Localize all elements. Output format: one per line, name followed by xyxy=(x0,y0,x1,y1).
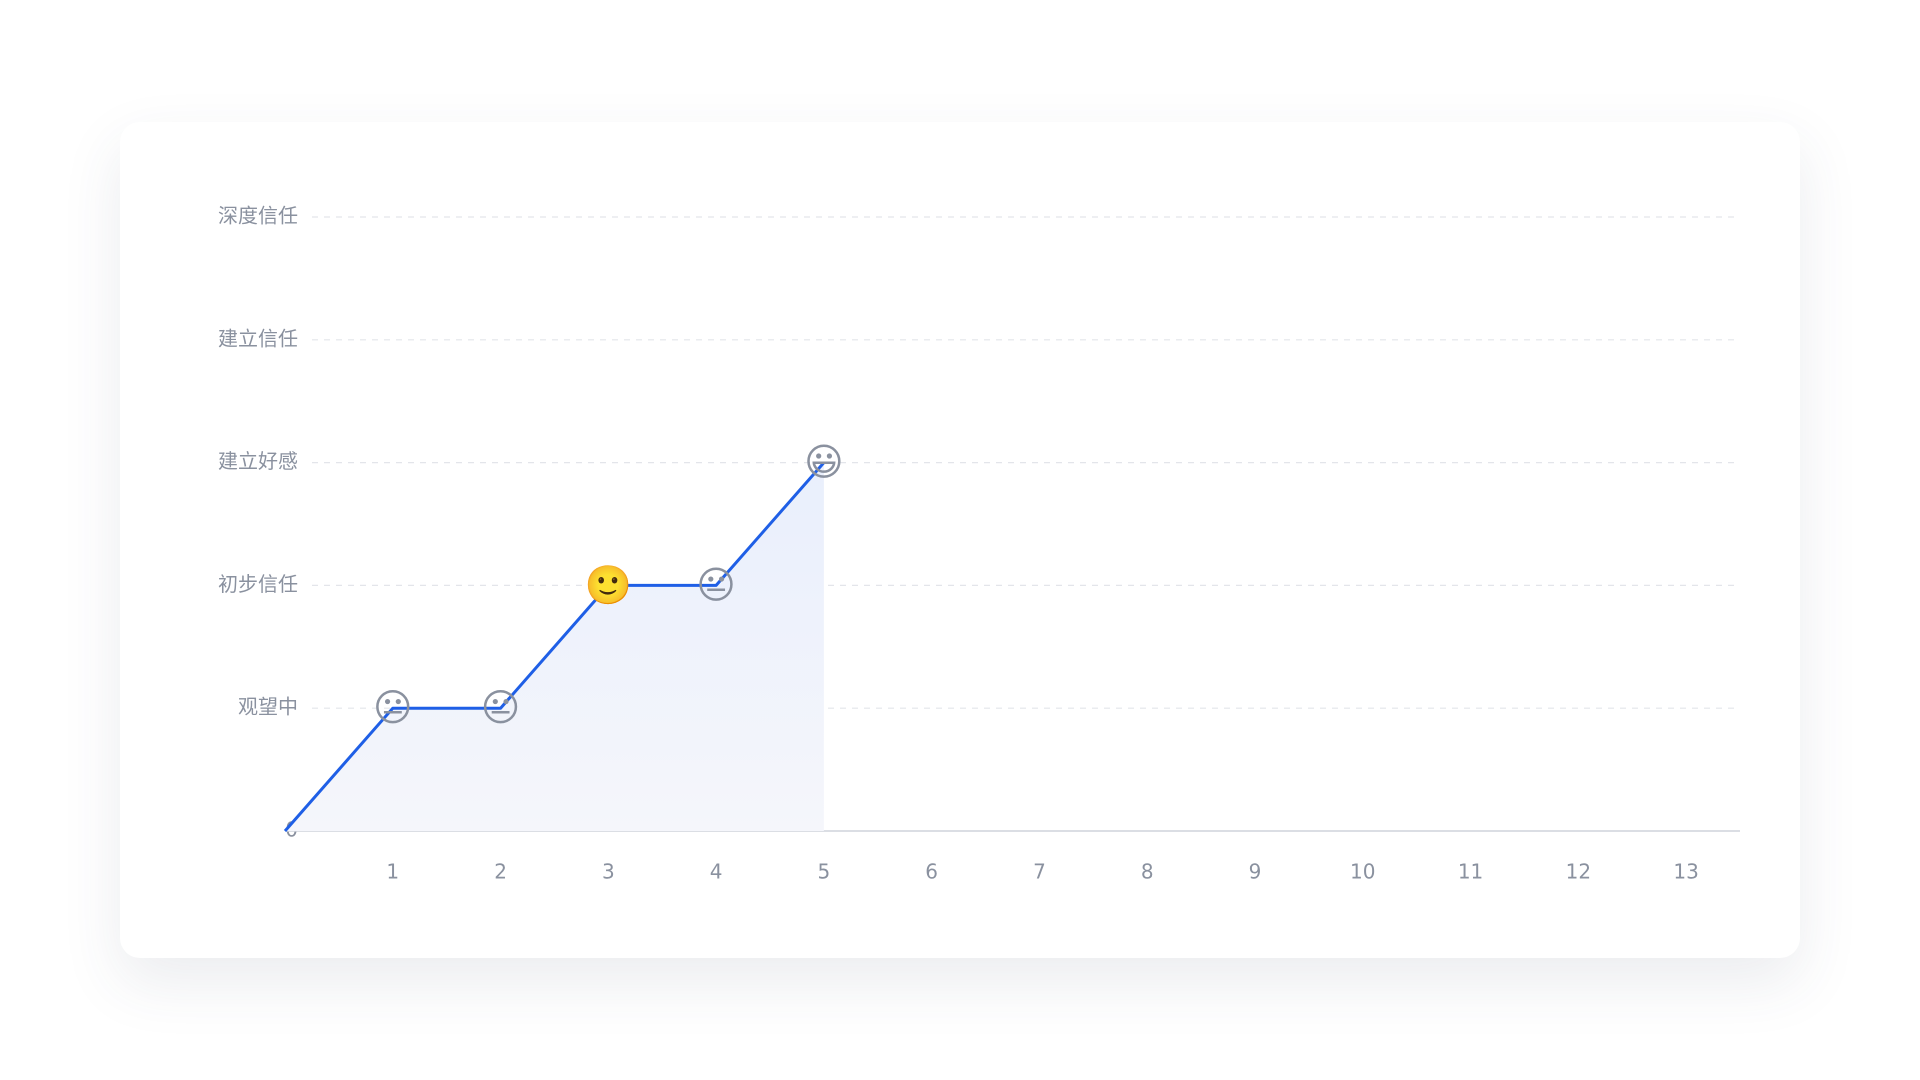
x-tick-label: 12 xyxy=(1566,860,1591,884)
line xyxy=(283,461,826,832)
x-tick-label: 11 xyxy=(1458,860,1483,884)
x-tick-label: 9 xyxy=(1249,860,1262,884)
x-tick-label: 3 xyxy=(602,860,615,884)
x-tick-label: 2 xyxy=(494,860,507,884)
x-tick-label: 10 xyxy=(1350,860,1375,884)
x-tick-label: 4 xyxy=(710,860,723,884)
y-tick-label: 深度信任 xyxy=(218,204,298,228)
y-tick-label: 初步信任 xyxy=(218,572,298,596)
emoji-marker: 😐 xyxy=(373,686,413,730)
y-tick-label: 建立信任 xyxy=(218,326,298,350)
emoji-marker: 😐 xyxy=(481,686,521,730)
y-tick-label: 观望中 xyxy=(238,695,298,719)
emoji-marker: 🙂 xyxy=(585,563,632,607)
x-tick-label: 13 xyxy=(1673,860,1698,884)
y-tick-label: 建立好感 xyxy=(218,449,298,473)
x-tick-label: 8 xyxy=(1141,860,1154,884)
emoji-marker: 😐 xyxy=(696,563,736,607)
x-tick-label: 6 xyxy=(925,860,938,884)
emoji-marker: 😃 xyxy=(804,440,844,484)
x-tick-label: 5 xyxy=(818,860,831,884)
x-tick-label: 7 xyxy=(1033,860,1046,884)
x-tick-label: 1 xyxy=(386,860,399,884)
